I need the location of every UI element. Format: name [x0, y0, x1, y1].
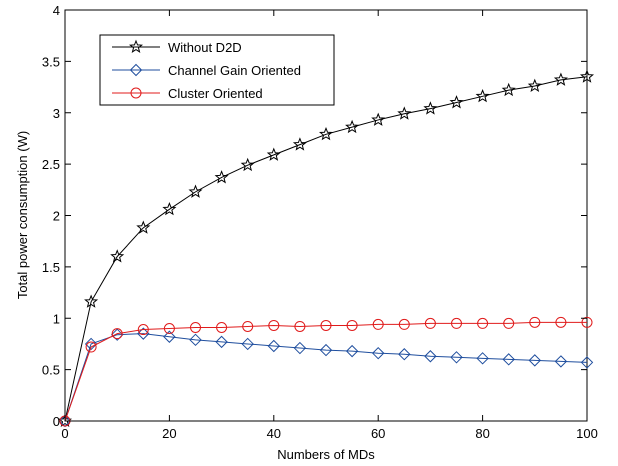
data-point-without-d2d [449, 95, 464, 109]
data-point-without-d2d [397, 106, 412, 120]
x-tick-label: 100 [576, 426, 598, 441]
data-point-channel-gain-oriented [319, 343, 333, 357]
data-point-channel-gain-oriented [528, 354, 542, 367]
legend-items: Without D2D Channel Gain Oriented Cluster … [112, 39, 301, 101]
series-cluster-oriented [59, 316, 593, 427]
y-tick-label: 2 [53, 209, 60, 224]
legend-item-without-d2d: Without D2D [112, 39, 242, 55]
series-channel-gain-oriented [58, 327, 594, 428]
data-point-channel-gain-oriented [502, 353, 515, 366]
data-point-channel-gain-oriented [215, 335, 228, 349]
y-tick-label: 0.5 [42, 363, 60, 378]
data-point-without-d2d [188, 184, 203, 198]
data-point-cluster-oriented [529, 316, 541, 328]
data-point-without-d2d [266, 147, 281, 161]
data-point-cluster-oriented [242, 320, 254, 332]
data-point-channel-gain-oriented [580, 356, 594, 369]
data-point-without-d2d [371, 112, 386, 126]
legend-item-cluster-oriented: Cluster Oriented [112, 86, 263, 101]
data-point-without-d2d [84, 294, 99, 308]
series-line-channel-gain-oriented [64, 333, 588, 422]
data-point-channel-gain-oriented [398, 348, 411, 361]
data-point-without-d2d [527, 78, 542, 92]
data-point-channel-gain-oriented [424, 350, 437, 363]
data-point-channel-gain-oriented [554, 355, 568, 368]
data-point-cluster-oriented [346, 319, 358, 331]
legend-label-without-d2d: Without D2D [168, 40, 242, 55]
series-layer [57, 69, 595, 428]
y-tick-label: 3.5 [42, 54, 60, 69]
x-tick-label: 40 [267, 426, 281, 441]
legend-marker-channel-gain-oriented [129, 63, 143, 77]
data-point-without-d2d [501, 82, 516, 97]
y-axis-label: Total power consumption (W) [15, 131, 30, 299]
data-point-cluster-oriented [320, 319, 332, 331]
data-point-channel-gain-oriented [476, 352, 489, 365]
data-point-without-d2d [162, 201, 177, 216]
data-point-cluster-oriented [111, 328, 123, 340]
legend-item-channel-gain-oriented: Channel Gain Oriented [112, 63, 301, 78]
x-tick-label: 20 [162, 426, 176, 441]
legend: Without D2D Channel Gain Oriented Cluster … [99, 34, 335, 106]
data-point-cluster-oriented [190, 321, 201, 333]
data-point-channel-gain-oriented [293, 341, 307, 355]
legend-marker-cluster-oriented [130, 87, 142, 99]
x-tick-label: 80 [475, 426, 489, 441]
series-line-without-d2d [64, 76, 588, 422]
data-point-cluster-oriented [216, 321, 228, 333]
data-point-cluster-oriented [163, 323, 175, 335]
legend-label-channel-gain-oriented: Channel Gain Oriented [168, 63, 301, 78]
series-without-d2d [57, 69, 595, 427]
y-tick-label: 1 [53, 311, 60, 326]
data-point-cluster-oriented [137, 324, 149, 336]
data-point-channel-gain-oriented [241, 337, 254, 351]
y-tick-label: 2.5 [42, 157, 60, 172]
data-point-cluster-oriented [503, 317, 515, 329]
data-point-without-d2d [136, 220, 151, 234]
data-point-channel-gain-oriented [371, 346, 385, 360]
legend-label-cluster-oriented: Cluster Oriented [168, 86, 263, 101]
data-point-without-d2d [214, 170, 229, 184]
data-point-cluster-oriented [268, 319, 280, 331]
series-line-cluster-oriented [64, 321, 587, 422]
data-point-cluster-oriented [477, 317, 489, 329]
legend-marker-without-d2d [128, 39, 144, 53]
data-point-without-d2d [318, 126, 334, 141]
data-point-cluster-oriented [372, 318, 384, 330]
data-point-channel-gain-oriented [137, 327, 150, 340]
data-point-cluster-oriented [294, 320, 306, 332]
axis-ticks: 0 20 40 60 80 100 0 0.5 1 1.5 2 2.5 3 3.5 4 [42, 3, 598, 441]
data-point-without-d2d [110, 249, 125, 263]
data-point-without-d2d [475, 88, 490, 103]
data-point-cluster-oriented [85, 341, 97, 353]
data-point-cluster-oriented [555, 316, 567, 328]
data-point-cluster-oriented [398, 318, 410, 330]
data-point-channel-gain-oriented [189, 333, 202, 347]
x-axis-label: Numbers of MDs [277, 447, 375, 462]
data-point-without-d2d [553, 72, 568, 86]
data-point-channel-gain-oriented [345, 344, 359, 358]
data-point-without-d2d [579, 69, 595, 83]
data-point-cluster-oriented [424, 317, 436, 329]
y-tick-label: 3 [53, 106, 60, 121]
data-point-channel-gain-oriented [267, 339, 281, 353]
y-tick-label: 1.5 [42, 260, 60, 275]
data-point-without-d2d [345, 119, 360, 134]
data-point-channel-gain-oriented [450, 351, 463, 364]
data-point-channel-gain-oriented [84, 337, 98, 351]
data-point-channel-gain-oriented [163, 330, 176, 343]
data-point-cluster-oriented [581, 316, 593, 328]
data-point-cluster-oriented [451, 317, 462, 329]
y-tick-label: 0 [53, 414, 60, 429]
y-tick-label: 4 [53, 3, 60, 18]
x-tick-label: 60 [371, 426, 385, 441]
data-point-without-d2d [423, 101, 438, 115]
data-point-without-d2d [292, 137, 307, 151]
data-point-without-d2d [240, 157, 255, 172]
x-tick-label: 0 [61, 426, 68, 441]
